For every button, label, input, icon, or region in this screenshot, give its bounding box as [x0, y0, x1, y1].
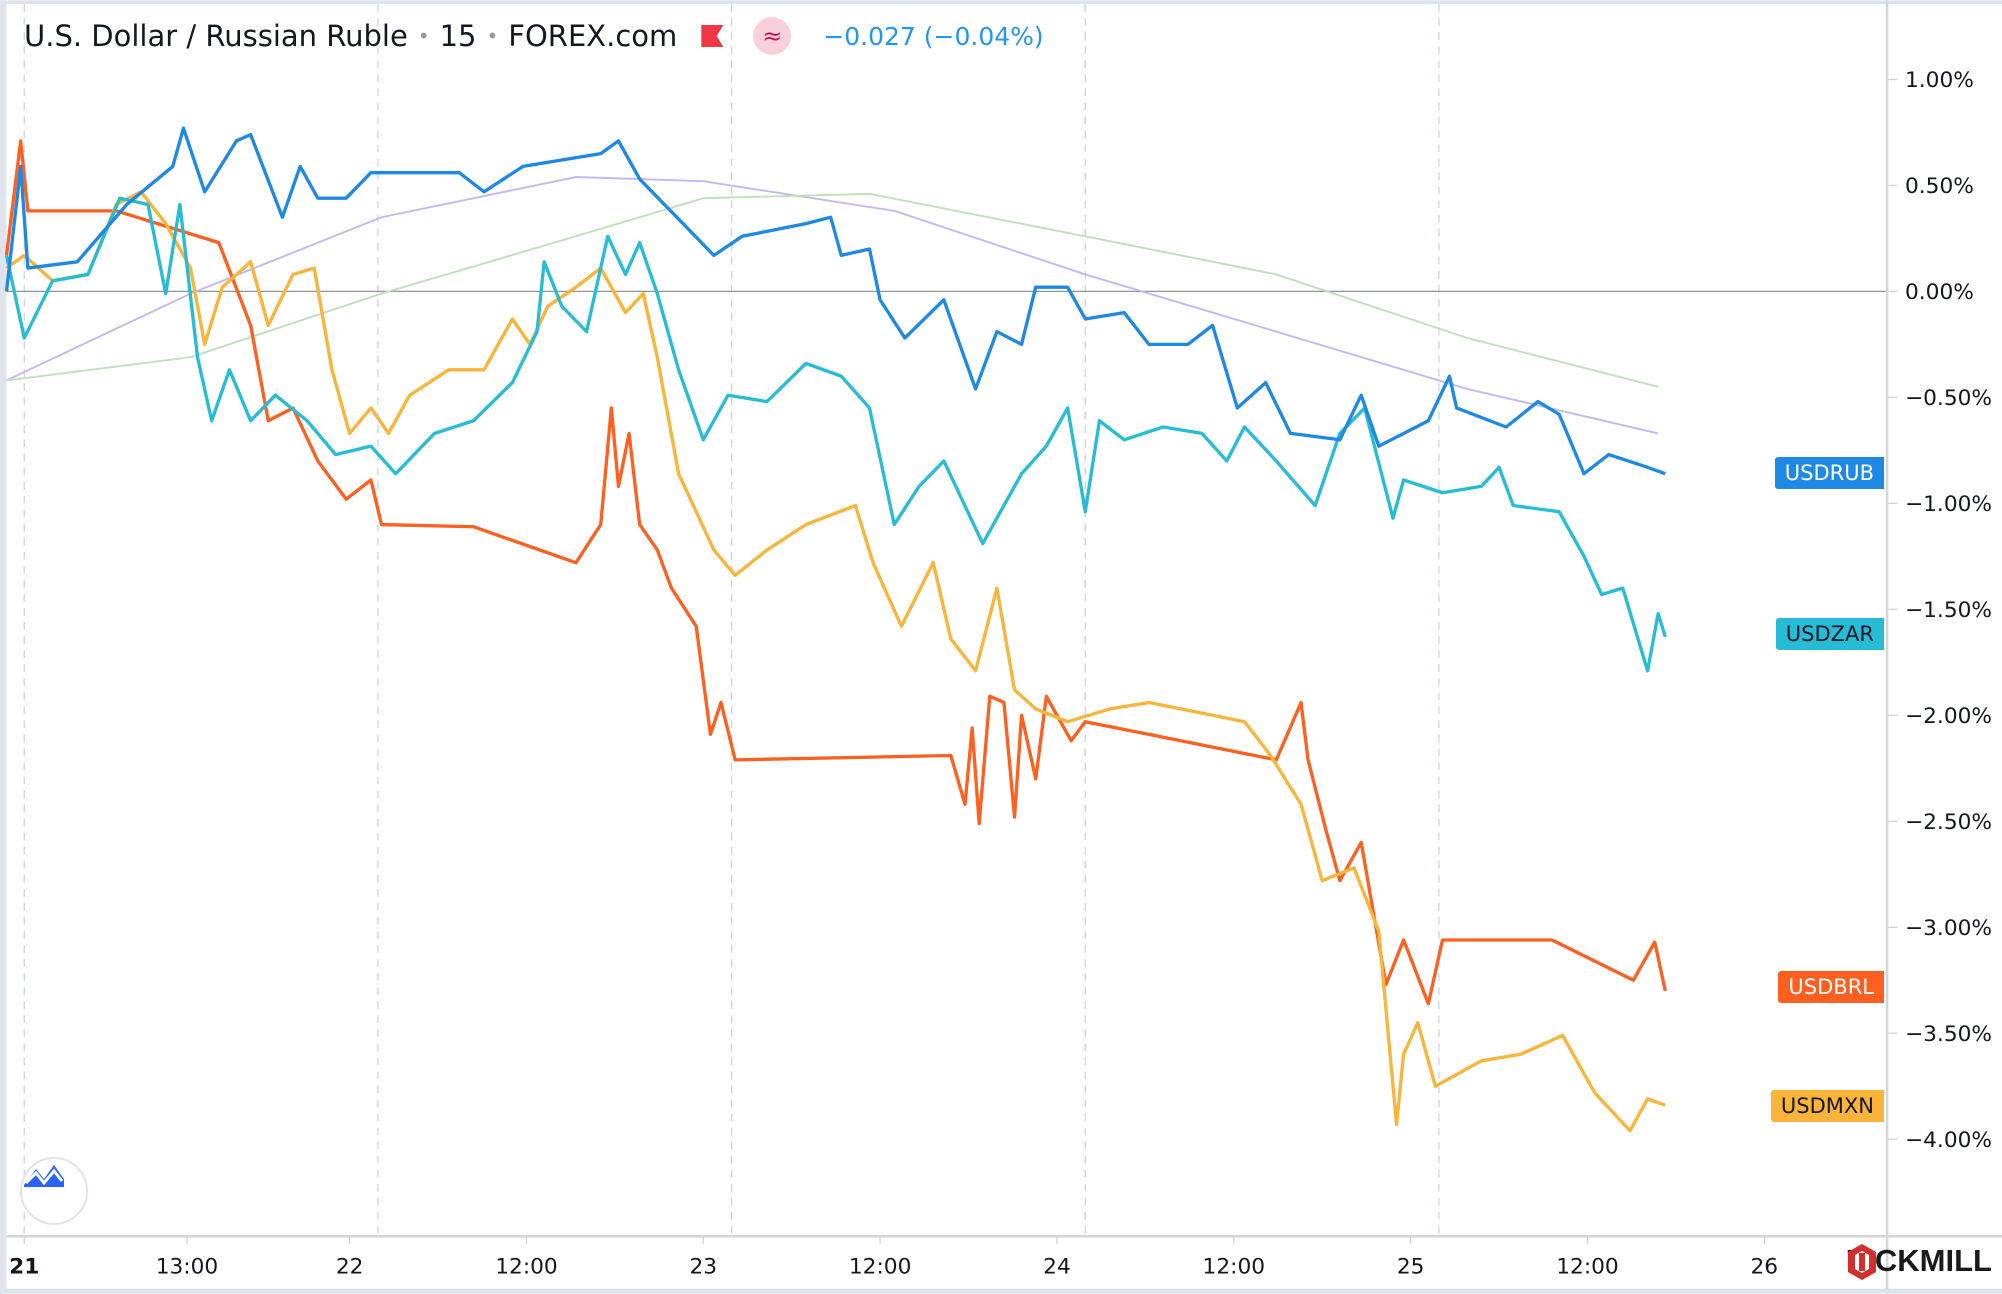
series-line-usdrub [4, 126, 1666, 476]
left-border [0, 0, 7, 1294]
y-tick-label: 1.00% [1905, 68, 1974, 93]
x-tick-label: 12:00 [1556, 1254, 1619, 1279]
chart-header: U.S. Dollar / Russian Ruble • 15 • FOREX… [24, 14, 1044, 58]
bottom-border [0, 1288, 2002, 1294]
chart-logo-icon [24, 1165, 64, 1187]
symbol-name[interactable]: U.S. Dollar / Russian Ruble [24, 19, 408, 53]
x-tick-label: 25 [1397, 1254, 1425, 1279]
y-tick-label: 0.00% [1905, 280, 1974, 305]
series-line-usdmxn [5, 190, 1666, 1133]
ma-green-line [6, 192, 1659, 388]
separator-dot: • [417, 24, 430, 48]
series-tag-usdrub: USDRUB [1774, 457, 1884, 489]
y-tick-label: −3.00% [1905, 916, 1992, 941]
flag-icon[interactable] [701, 25, 724, 47]
x-tick-label: 12:00 [1203, 1254, 1266, 1279]
y-tick-label: 0.50% [1905, 174, 1974, 199]
data-source: FOREX.com [508, 19, 678, 53]
series-tag-usdzar: USDZAR [1775, 618, 1884, 650]
separator-dot: • [486, 24, 499, 48]
x-tick-label: 26 [1751, 1254, 1779, 1279]
series-line-usdbrl [4, 139, 1667, 1006]
top-border [0, 0, 2002, 5]
x-tick-label: 24 [1043, 1254, 1071, 1279]
series-line-usdzar [4, 196, 1667, 673]
series-tag-usdmxn: USDMXN [1770, 1090, 1884, 1122]
x-tick-label: 12:00 [849, 1254, 912, 1279]
x-tick-label: 13:00 [156, 1254, 219, 1279]
y-tick-label: −2.50% [1905, 810, 1992, 835]
y-tick-label: −2.00% [1905, 704, 1992, 729]
series-tag-usdbrl: USDBRL [1778, 971, 1884, 1003]
interval[interactable]: 15 [439, 19, 477, 53]
tickmill-logo-icon [1848, 1244, 1877, 1280]
price-change: −0.027 (−0.04%) [823, 21, 1044, 51]
x-tick-label: 21 [9, 1254, 39, 1279]
x-tick-label: 12:00 [495, 1254, 558, 1279]
y-tick-label: −4.00% [1905, 1128, 1992, 1153]
y-tick-label: −0.50% [1905, 386, 1992, 411]
approx-icon[interactable]: ≈ [753, 17, 792, 55]
y-tick-label: −1.50% [1905, 598, 1992, 623]
x-tick-label: 23 [690, 1254, 718, 1279]
y-tick-label: −1.00% [1905, 492, 1992, 517]
y-tick-label: −3.50% [1905, 1022, 1992, 1047]
tickmill-logo: TICKMILL [1847, 1243, 1992, 1280]
tradingview-logo-button[interactable] [20, 1157, 88, 1225]
x-tick-label: 22 [336, 1254, 364, 1279]
